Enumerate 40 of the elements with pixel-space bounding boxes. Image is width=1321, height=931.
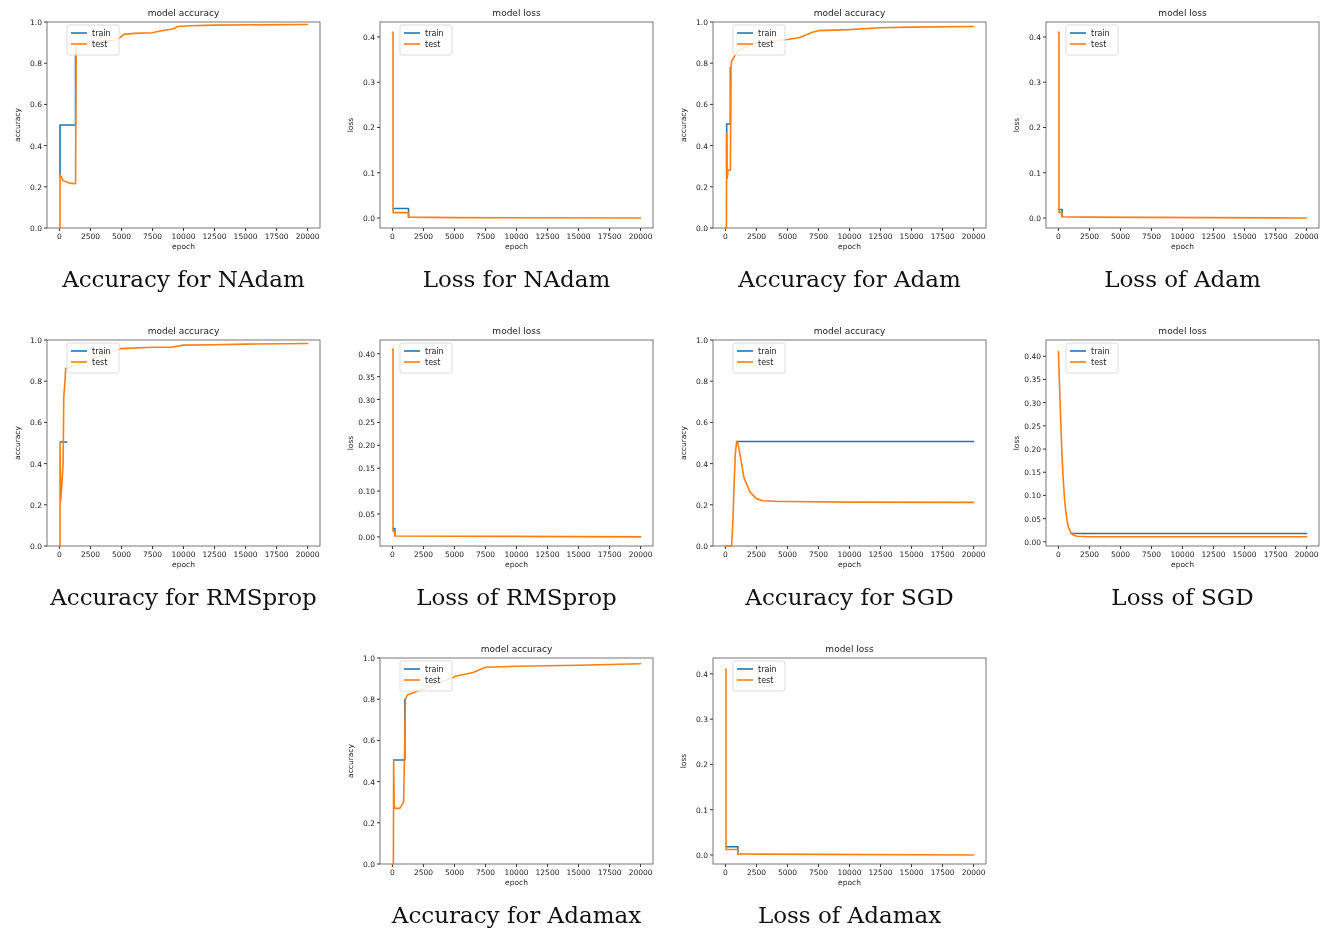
legend-label: train bbox=[425, 347, 444, 356]
text: Accuracy for NAdam bbox=[61, 266, 306, 292]
legend-label: test bbox=[758, 676, 774, 685]
legend-label: test bbox=[758, 40, 774, 49]
legend-label: test bbox=[425, 676, 441, 685]
legend-label: train bbox=[92, 347, 111, 356]
legend-label: train bbox=[92, 29, 111, 38]
chart-title: model loss bbox=[1158, 326, 1207, 336]
text: Accuracy for Adam bbox=[737, 266, 961, 292]
chart-title: model loss bbox=[492, 8, 541, 18]
text: Loss for NAdam bbox=[422, 266, 611, 292]
legend-label: train bbox=[425, 29, 444, 38]
text: Loss of Adamax bbox=[757, 902, 942, 928]
legend-label: test bbox=[758, 358, 774, 367]
text: Loss of RMSprop bbox=[416, 584, 617, 610]
chart-title: model accuracy bbox=[813, 326, 886, 336]
legend-label: train bbox=[758, 29, 777, 38]
text: Loss of Adam bbox=[1104, 266, 1261, 292]
chart-title: model loss bbox=[492, 326, 541, 336]
chart-title: model accuracy bbox=[147, 8, 220, 18]
legend-label: test bbox=[1091, 358, 1107, 367]
legend-label: train bbox=[425, 665, 444, 674]
legend-label: test bbox=[92, 358, 108, 367]
legend-label: test bbox=[92, 40, 108, 49]
chart-title: model accuracy bbox=[813, 8, 886, 18]
legend-label: train bbox=[758, 347, 777, 356]
legend-label: train bbox=[1091, 347, 1110, 356]
text: Accuracy for Adamax bbox=[390, 902, 642, 928]
text: Loss of SGD bbox=[1111, 584, 1254, 610]
chart-title: model accuracy bbox=[480, 644, 553, 654]
legend-label: train bbox=[1091, 29, 1110, 38]
legend-label: test bbox=[425, 40, 441, 49]
chart-title: model loss bbox=[825, 644, 874, 654]
legend-label: train bbox=[758, 665, 777, 674]
text: Accuracy for SGD bbox=[744, 584, 954, 610]
text: Accuracy for RMSprop bbox=[49, 584, 317, 610]
chart-title: model loss bbox=[1158, 8, 1207, 18]
legend-label: test bbox=[1091, 40, 1107, 49]
chart-title: model accuracy bbox=[147, 326, 220, 336]
legend-label: test bbox=[425, 358, 441, 367]
